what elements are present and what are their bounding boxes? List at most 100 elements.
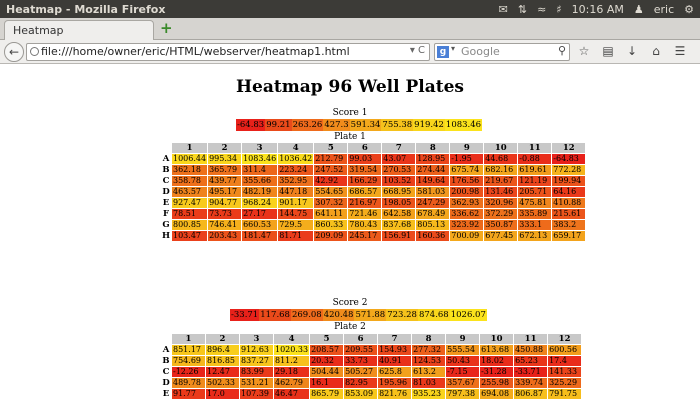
corner-cell <box>161 143 171 153</box>
column-header: 5 <box>314 143 348 153</box>
row-header: E <box>161 389 171 399</box>
well-cell: 209.55 <box>344 345 378 355</box>
well-cell: 694.08 <box>480 389 514 399</box>
row-header: A <box>161 154 171 164</box>
volume-icon[interactable]: ♯ <box>556 2 562 16</box>
menu-icon[interactable]: ☰ <box>674 44 686 58</box>
well-cell: 339.74 <box>514 378 548 388</box>
row-header: A <box>161 345 171 355</box>
well-cell: 27.17 <box>242 209 278 219</box>
well-cell: 504.44 <box>310 367 344 377</box>
well-cell: 482.19 <box>242 187 278 197</box>
well-cell: 729.5 <box>278 220 314 230</box>
well-cell: 659.17 <box>552 231 586 241</box>
well-cell: 447.18 <box>278 187 314 197</box>
well-cell: 99.03 <box>348 154 382 164</box>
score-legend-cell: -64.83 <box>236 119 266 131</box>
back-icon[interactable]: ← <box>4 42 24 62</box>
wifi-icon[interactable]: ≈ <box>537 2 547 16</box>
score-legend-cell: 263.26 <box>291 119 324 131</box>
well-cell: -33.71 <box>514 367 548 377</box>
well-cell: 208.57 <box>310 345 344 355</box>
column-header: 12 <box>552 143 586 153</box>
new-tab-icon[interactable]: + <box>160 19 173 37</box>
network-icon[interactable]: ⇅ <box>517 2 528 16</box>
well-cell: 205.71 <box>518 187 552 197</box>
well-cell: 372.29 <box>484 209 518 219</box>
well-cell: -12.26 <box>172 367 205 377</box>
reload-icon[interactable]: ▾ C <box>409 45 425 56</box>
well-cell: 78.51 <box>172 209 208 219</box>
mail-icon[interactable]: ✉ <box>498 2 508 16</box>
user-icon[interactable]: ♟ <box>633 2 644 16</box>
url-bar[interactable]: file:///home/owner/eric/HTML/webserver/h… <box>26 43 430 61</box>
user-name[interactable]: eric <box>653 2 675 16</box>
search-input[interactable]: g ▾ Google ⚲ <box>434 43 570 61</box>
chevron-down-icon[interactable]: ▾ <box>451 44 456 53</box>
well-cell: 806.87 <box>514 389 548 399</box>
plate-header-row: 1 2 3 4 5 6 7 8 9 10 11 12 <box>161 143 586 153</box>
well-cell: 625.8 <box>378 367 412 377</box>
table-row: B 362.18 365.79 311.4 223.24 247.52 319.54 270.… <box>161 165 586 175</box>
well-cell: 1006.44 <box>172 154 208 164</box>
column-header: 12 <box>548 334 582 344</box>
score-label: Score 2 <box>332 298 368 308</box>
star-icon[interactable]: ☆ <box>578 44 590 58</box>
well-cell: 33.73 <box>344 356 378 366</box>
well-cell: 103.52 <box>382 176 416 186</box>
well-cell: 17.0 <box>206 389 239 399</box>
well-cell: 383.2 <box>552 220 586 230</box>
google-engine-icon[interactable]: g <box>437 46 449 58</box>
well-cell: 107.39 <box>240 389 273 399</box>
well-cell: 1036.42 <box>278 154 314 164</box>
well-cell: 686.57 <box>348 187 382 197</box>
os-indicators: ✉ ⇅ ≈ ♯ 10:16 AM ♟ eric ⚙ <box>499 3 700 16</box>
well-cell: 352.95 <box>278 176 314 186</box>
well-cell: 495.17 <box>208 187 242 197</box>
well-cell: 17.4 <box>548 356 582 366</box>
well-cell: 677.45 <box>484 231 518 241</box>
well-cell: 195.96 <box>378 378 412 388</box>
plate-label: Plate 1 <box>334 132 366 142</box>
well-cell: 198.05 <box>382 198 416 208</box>
url-text: file:///home/owner/eric/HTML/webserver/h… <box>41 45 350 58</box>
well-cell: 837.27 <box>240 356 273 366</box>
well-cell: 64.16 <box>552 187 586 197</box>
well-cell: 668.95 <box>382 187 416 197</box>
column-header: 10 <box>484 143 518 153</box>
score-legend-cell: 919.42 <box>413 119 445 131</box>
well-cell: 1083.46 <box>242 154 278 164</box>
well-cell: 821.76 <box>378 389 412 399</box>
well-cell: 73.73 <box>208 209 242 219</box>
well-cell: 131.46 <box>484 187 518 197</box>
score-legend-cell: 117.68 <box>259 309 291 321</box>
well-cell: 791.75 <box>548 389 582 399</box>
plate-header-row: 1 2 3 4 5 6 7 8 9 10 11 12 <box>161 334 582 344</box>
well-cell: 837.68 <box>382 220 416 230</box>
well-cell: 865.79 <box>310 389 344 399</box>
tab-heatmap[interactable]: Heatmap <box>4 20 154 41</box>
column-header: 8 <box>412 334 446 344</box>
row-header: F <box>161 209 171 219</box>
well-cell: -64.83 <box>552 154 586 164</box>
score-legend-cell: 1083.46 <box>444 119 483 131</box>
table-row: C -12.26 12.47 83.99 29.18 504.44 505.27 625.8 6… <box>161 367 582 377</box>
bookmarks-icon[interactable]: ▤ <box>602 44 614 58</box>
table-row: H 103.47 203.43 181.47 81.71 209.09 245.17 156.… <box>161 231 586 241</box>
well-cell: 772.28 <box>552 165 586 175</box>
column-header: 10 <box>480 334 514 344</box>
well-cell: 307.32 <box>314 198 348 208</box>
clock[interactable]: 10:16 AM <box>571 2 624 16</box>
well-cell: 128.95 <box>416 154 450 164</box>
well-cell: 995.34 <box>208 154 242 164</box>
well-cell: 660.53 <box>242 220 278 230</box>
score-label: Score 1 <box>332 108 368 118</box>
well-cell: 335.89 <box>518 209 552 219</box>
gear-icon[interactable]: ⚙ <box>684 2 694 16</box>
download-icon[interactable]: ↓ <box>626 44 638 58</box>
well-cell: 154.93 <box>378 345 412 355</box>
well-cell: 350.87 <box>484 220 518 230</box>
home-icon[interactable]: ⌂ <box>652 44 660 58</box>
search-icon[interactable]: ⚲ <box>557 44 566 57</box>
well-cell: 912.63 <box>240 345 273 355</box>
